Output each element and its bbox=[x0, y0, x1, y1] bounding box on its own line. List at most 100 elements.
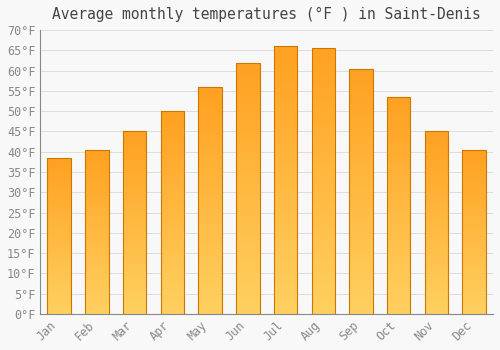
Bar bbox=[462, 153, 486, 154]
Bar bbox=[123, 164, 146, 165]
Bar bbox=[236, 250, 260, 251]
Bar bbox=[123, 236, 146, 237]
Bar bbox=[160, 121, 184, 122]
Bar bbox=[274, 298, 297, 299]
Bar bbox=[123, 220, 146, 221]
Bar bbox=[274, 181, 297, 183]
Bar bbox=[350, 112, 372, 113]
Bar bbox=[85, 281, 108, 282]
Bar bbox=[123, 269, 146, 270]
Bar bbox=[85, 222, 108, 223]
Bar bbox=[462, 261, 486, 262]
Bar bbox=[312, 92, 335, 93]
Bar bbox=[236, 69, 260, 70]
Bar bbox=[387, 139, 410, 140]
Bar bbox=[198, 259, 222, 260]
Bar bbox=[236, 233, 260, 235]
Bar bbox=[312, 145, 335, 147]
Bar bbox=[48, 209, 71, 210]
Bar bbox=[123, 210, 146, 211]
Bar bbox=[48, 307, 71, 308]
Bar bbox=[312, 127, 335, 128]
Bar bbox=[312, 88, 335, 90]
Bar bbox=[236, 211, 260, 212]
Bar bbox=[236, 170, 260, 172]
Bar bbox=[85, 221, 108, 222]
Bar bbox=[123, 279, 146, 280]
Bar bbox=[123, 251, 146, 252]
Bar bbox=[274, 211, 297, 212]
Bar bbox=[236, 199, 260, 201]
Bar bbox=[387, 172, 410, 173]
Bar bbox=[312, 216, 335, 217]
Bar bbox=[123, 170, 146, 171]
Bar bbox=[160, 246, 184, 247]
Bar bbox=[236, 312, 260, 313]
Bar bbox=[236, 120, 260, 121]
Bar bbox=[350, 207, 372, 208]
Bar bbox=[160, 212, 184, 214]
Bar bbox=[274, 92, 297, 93]
Bar bbox=[48, 252, 71, 253]
Bar bbox=[387, 151, 410, 152]
Bar bbox=[236, 226, 260, 227]
Bar bbox=[123, 158, 146, 159]
Bar bbox=[236, 184, 260, 186]
Bar bbox=[85, 170, 108, 171]
Bar bbox=[236, 219, 260, 221]
Bar bbox=[236, 245, 260, 246]
Bar bbox=[236, 218, 260, 219]
Bar bbox=[425, 291, 448, 292]
Bar bbox=[236, 66, 260, 68]
Bar bbox=[425, 159, 448, 160]
Bar bbox=[85, 220, 108, 221]
Bar bbox=[312, 160, 335, 161]
Bar bbox=[462, 225, 486, 226]
Bar bbox=[350, 202, 372, 203]
Bar bbox=[123, 211, 146, 212]
Bar bbox=[274, 230, 297, 231]
Bar bbox=[350, 154, 372, 156]
Bar bbox=[274, 219, 297, 220]
Bar bbox=[350, 270, 372, 271]
Bar bbox=[85, 161, 108, 162]
Bar bbox=[85, 291, 108, 292]
Bar bbox=[123, 311, 146, 312]
Bar bbox=[312, 140, 335, 141]
Bar bbox=[350, 75, 372, 76]
Bar bbox=[387, 112, 410, 113]
Bar bbox=[350, 266, 372, 267]
Bar bbox=[123, 203, 146, 204]
Bar bbox=[123, 174, 146, 175]
Bar bbox=[312, 102, 335, 103]
Bar bbox=[123, 229, 146, 230]
Bar bbox=[236, 208, 260, 210]
Bar bbox=[462, 279, 486, 280]
Bar bbox=[160, 263, 184, 264]
Bar bbox=[274, 167, 297, 168]
Bar bbox=[160, 185, 184, 186]
Bar bbox=[198, 97, 222, 98]
Bar bbox=[198, 310, 222, 312]
Bar bbox=[160, 233, 184, 234]
Bar bbox=[160, 177, 184, 178]
Bar bbox=[387, 114, 410, 116]
Bar bbox=[274, 173, 297, 175]
Bar bbox=[312, 121, 335, 123]
Bar bbox=[123, 209, 146, 210]
Bar bbox=[274, 260, 297, 262]
Bar bbox=[160, 192, 184, 193]
Bar bbox=[350, 114, 372, 115]
Bar bbox=[160, 112, 184, 113]
Bar bbox=[387, 97, 410, 98]
Bar bbox=[85, 184, 108, 185]
Bar bbox=[274, 250, 297, 251]
Bar bbox=[48, 218, 71, 219]
Bar bbox=[387, 253, 410, 254]
Bar bbox=[48, 196, 71, 197]
Bar bbox=[312, 253, 335, 254]
Bar bbox=[462, 312, 486, 313]
Bar bbox=[387, 239, 410, 240]
Bar bbox=[123, 153, 146, 154]
Bar bbox=[350, 300, 372, 302]
